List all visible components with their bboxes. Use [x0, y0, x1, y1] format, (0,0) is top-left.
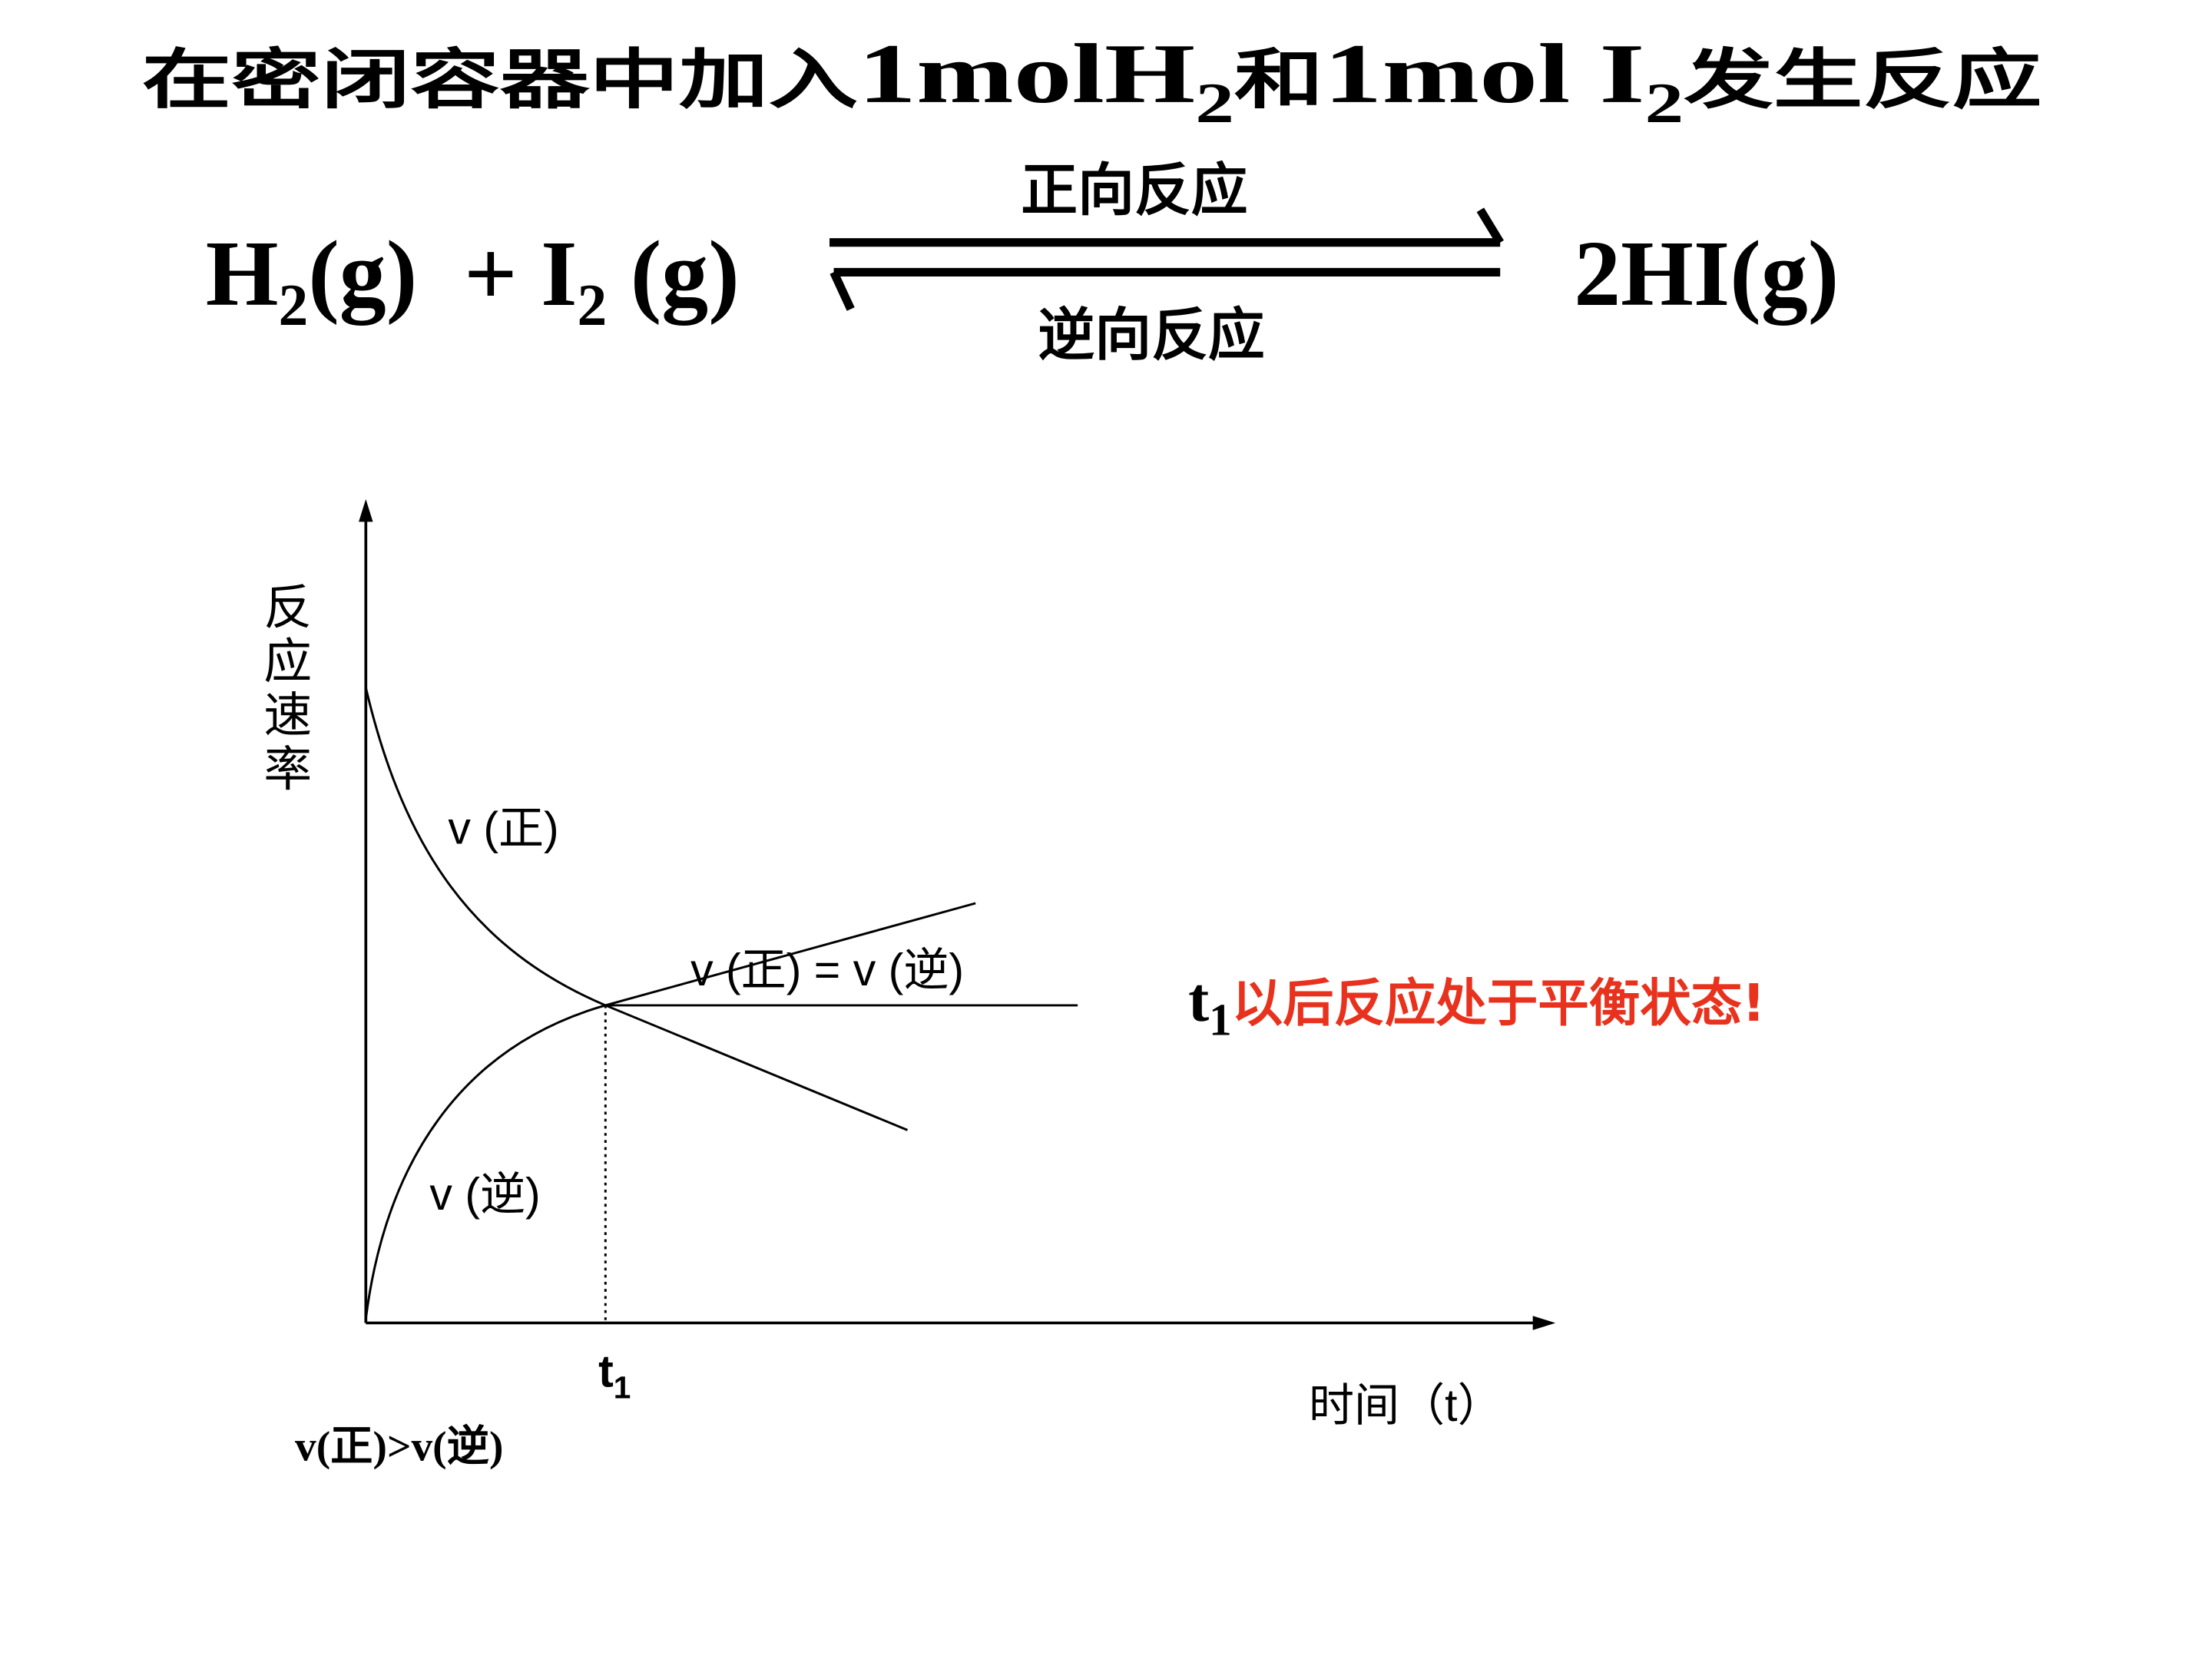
reactant-sub: 2: [278, 272, 308, 338]
title-part: 在密闭容器中加入: [142, 42, 858, 118]
title-part: 发生反应: [1684, 42, 2041, 118]
t1-label: t1: [598, 1346, 631, 1406]
reactant-part: (g) + I: [308, 222, 577, 326]
title-sub: 2: [1195, 71, 1234, 134]
title-part: 1molH: [858, 26, 1195, 121]
t1-main: t: [598, 1346, 614, 1397]
y-axis-char: 率: [263, 743, 312, 796]
note-sub: 1: [1209, 995, 1232, 1045]
reverse-rate-curve: [364, 902, 976, 1320]
reverse-label: 逆向反应: [1038, 303, 1264, 369]
reverse-rate-label: v (逆): [429, 1169, 540, 1220]
forward-rate-curve: [364, 687, 909, 1131]
y-axis-label: 反 应 速 率: [263, 581, 312, 796]
y-arrow: [359, 498, 373, 522]
forward-label: 正向反应: [1021, 157, 1247, 224]
curves: [364, 687, 1078, 1323]
equilibrium-arrow: [830, 207, 1504, 311]
title-part: 1mol I: [1323, 26, 1644, 121]
t1-sub: 1: [614, 1369, 631, 1405]
note-t: t: [1188, 965, 1209, 1035]
reactant-sub: 2: [577, 272, 607, 338]
equal-rate-label: v (正) = v (逆): [690, 945, 964, 995]
reactants: H2(g) + I2 (g): [206, 222, 740, 338]
y-axis-char: 反: [263, 581, 312, 634]
axes: [364, 510, 1546, 1325]
x-axis-label: 时间（t）: [1309, 1380, 1503, 1431]
note: t1以后反应处于平衡状态!: [1188, 965, 1765, 1045]
title: 在密闭容器中加入 1molH 2 和 1mol I 2 发生反应: [142, 26, 2042, 134]
note-text: 以后反应处于平衡状态!: [1232, 973, 1766, 1033]
y-axis-char: 应: [263, 634, 312, 688]
y-axis-char: 速: [263, 689, 312, 743]
reactant-part: H: [206, 222, 279, 326]
condition-label: v(正)>v(逆): [295, 1423, 503, 1470]
product: 2HI(g): [1574, 222, 1839, 326]
forward-rate-label: v (正): [448, 803, 558, 853]
x-arrow: [1532, 1316, 1556, 1330]
title-sub: 2: [1645, 71, 1684, 134]
title-part: 和: [1234, 42, 1324, 118]
reactant-part: (g): [607, 222, 740, 326]
